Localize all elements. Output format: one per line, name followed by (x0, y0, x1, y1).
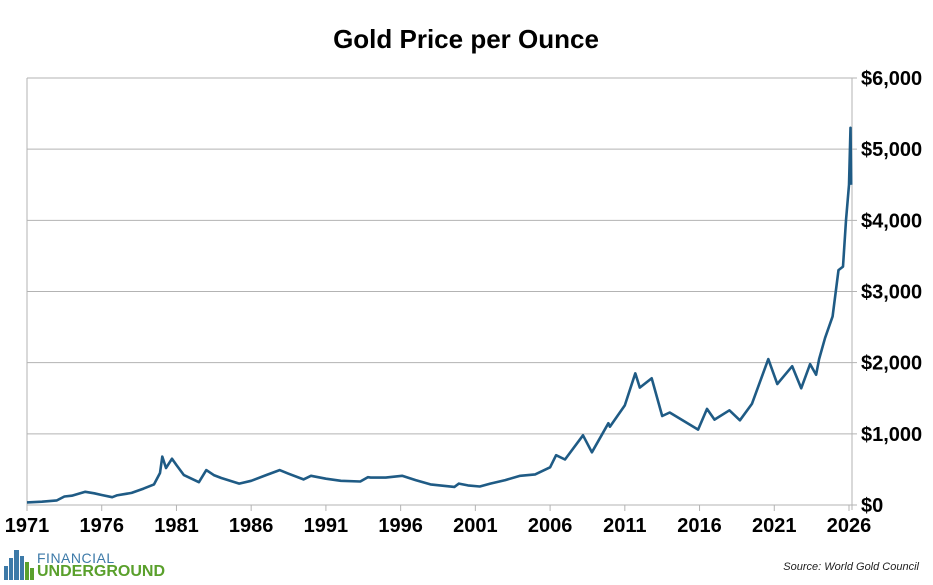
chart-title: Gold Price per Ounce (333, 24, 599, 54)
skyline-logo-icon (4, 550, 34, 580)
x-tick-label: 2016 (677, 515, 722, 537)
y-tick-label: $3,000 (861, 282, 922, 304)
y-tick-label: $2,000 (861, 353, 922, 375)
x-tick-label: 1971 (5, 515, 50, 537)
gridlines (26, 77, 857, 511)
x-tick-label: 1996 (378, 515, 423, 537)
y-tick-label: $6,000 (861, 68, 922, 90)
y-tick-label: $5,000 (861, 139, 922, 161)
series-line-gold-price (26, 126, 853, 504)
x-tick-label: 2026 (827, 515, 872, 537)
x-tick-label: 1976 (79, 515, 124, 537)
x-tick-label: 2001 (453, 515, 498, 537)
x-tick-label: 2006 (528, 515, 573, 537)
x-tick-label: 1986 (229, 515, 274, 537)
y-tick-label: $0 (861, 495, 883, 517)
logo-text-financial: FINANCIAL (37, 550, 115, 566)
x-tick-label: 2011 (603, 515, 646, 537)
x-tick-labels: 1971 1976 1981 1986 1991 1996 2001 2006 2011 2016… (5, 515, 872, 537)
source-note: Source: World Gold Council (783, 561, 919, 573)
y-tick-label: $1,000 (861, 424, 922, 446)
y-tick-label: $4,000 (861, 210, 922, 232)
x-tick-label: 2021 (752, 515, 797, 537)
financial-underground-logo: FINANCIAL UNDERGROUND (2, 548, 165, 580)
logo-text-underground: UNDERGROUND (37, 563, 165, 580)
x-tick-label: 1991 (304, 515, 349, 537)
x-tick-label: 1981 (154, 515, 199, 537)
y-tick-labels: $0 $1,000 $2,000 $3,000 $4,000 $5,000 $6,000 (861, 68, 922, 517)
